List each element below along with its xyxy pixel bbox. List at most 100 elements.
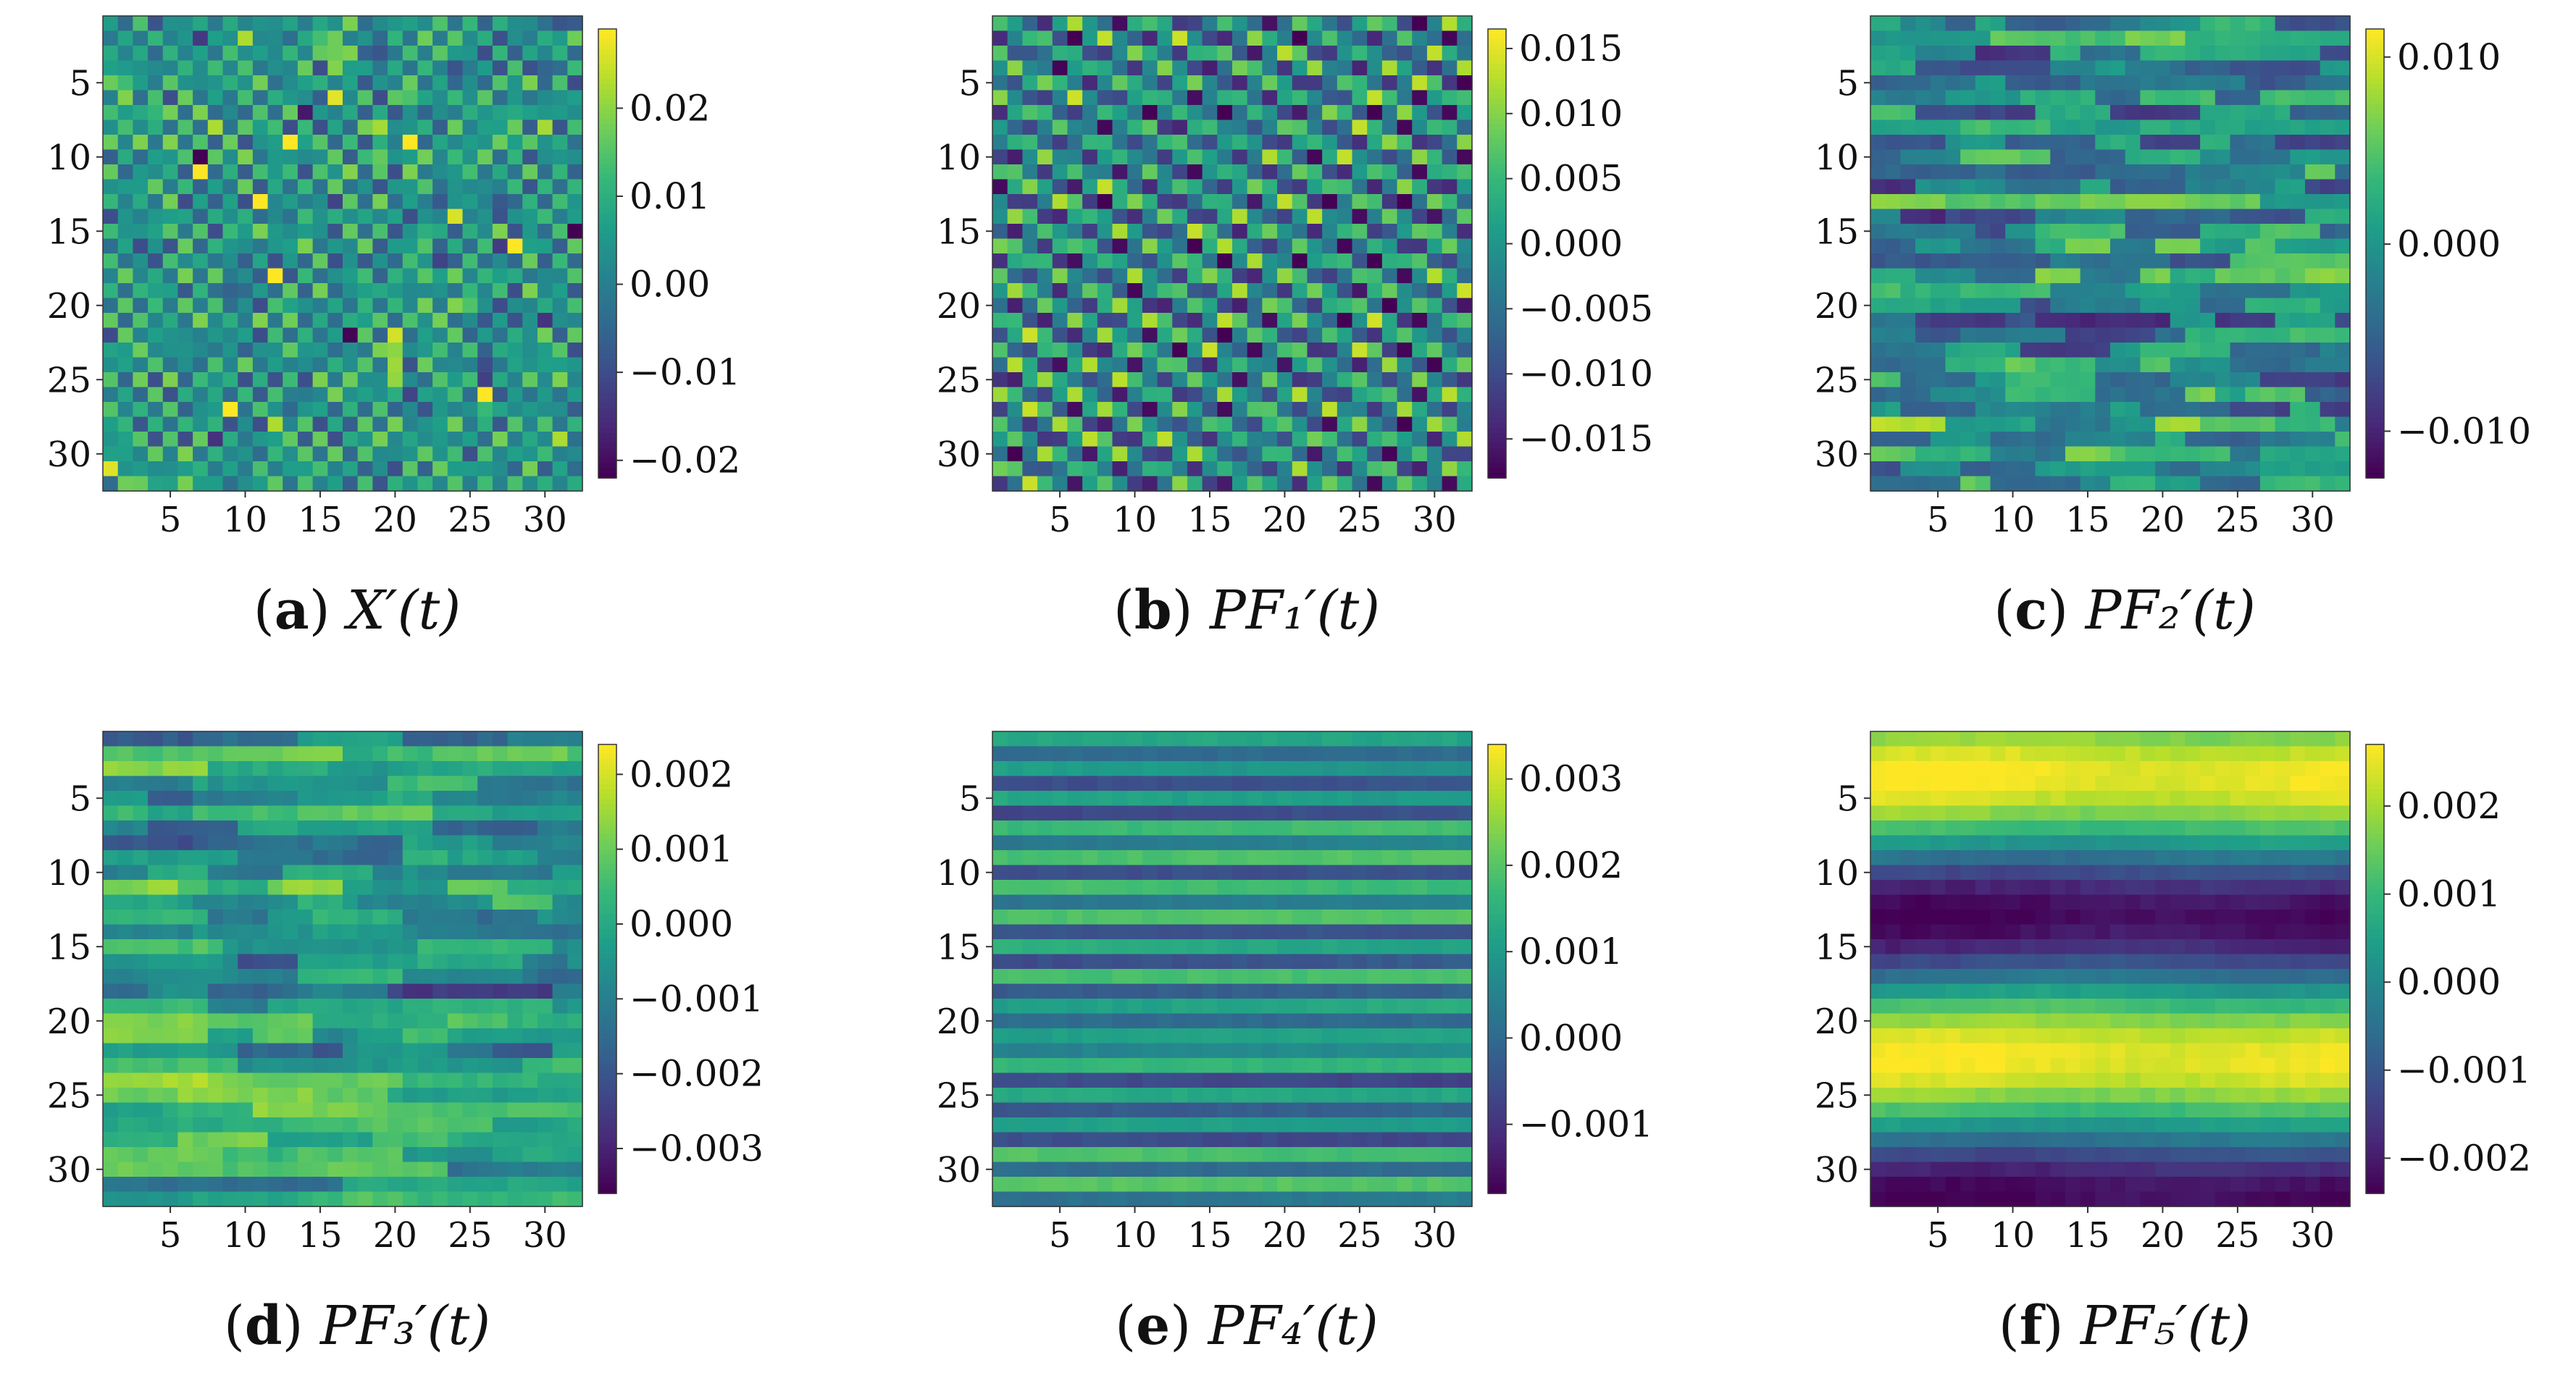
heatmap-cell [1262,850,1278,866]
heatmap-cell [1945,179,1961,195]
heatmap-cell [2095,209,2111,224]
heatmap-cell [2050,476,2066,492]
heatmap-cell [1322,387,1338,403]
heatmap-cell [283,1162,298,1177]
heatmap-cell [2080,416,2096,432]
heatmap-cell [297,1088,314,1104]
heatmap-cell [2290,105,2306,121]
heatmap-cell [238,1102,254,1118]
heatmap-cell [2065,16,2081,32]
heatmap-cell [357,90,374,106]
heatmap-cell [1277,461,1293,477]
heatmap-cell [207,865,224,881]
heatmap-cell [1352,880,1368,896]
heatmap-cell [193,209,209,224]
heatmap-cell [297,1117,314,1133]
heatmap-cell [133,372,149,388]
heatmap-cell [507,238,523,254]
heatmap-cell [1352,850,1368,866]
heatmap-cell [1975,253,1991,269]
heatmap-cell [2110,268,2126,284]
heatmap-cell [1112,238,1128,254]
heatmap-cell [162,820,179,836]
heatmap-cell [1157,776,1173,792]
heatmap-cell [507,16,523,32]
heatmap-cell [2215,402,2231,418]
heatmap-cell [117,432,134,448]
heatmap-cell [283,1028,298,1044]
heatmap-cell [2110,461,2126,477]
heatmap-cell [343,30,359,46]
heatmap-cell [252,461,269,477]
heatmap-cell [1247,865,1263,881]
heatmap-cell [2035,476,2051,492]
heatmap-cell [462,387,478,403]
heatmap-cell [492,135,509,151]
heatmap-cell [193,746,209,762]
heatmap-cell [1127,327,1143,343]
colorbar-segment [598,378,616,384]
heatmap-cell [238,135,254,151]
panel-d-colorbar-frame [598,744,617,1194]
heatmap-cell [252,1013,269,1029]
heatmap-cell [1277,46,1293,62]
heatmap-cell [133,969,149,985]
heatmap-cell [1352,149,1368,165]
heatmap-cell [1172,820,1188,836]
heatmap-cell [567,164,583,180]
heatmap-cell [2080,238,2096,254]
heatmap-cell [162,432,179,448]
heatmap-cell [2290,16,2306,32]
heatmap-cell [2125,119,2141,135]
heatmap-cell [537,298,553,314]
heatmap-cell [1412,90,1428,106]
heatmap-cell [417,954,433,970]
heatmap-cell [522,983,538,999]
heatmap-cell [1870,432,1886,448]
heatmap-cell [492,850,509,866]
heatmap-cell [1930,119,1946,135]
heatmap-cell [1945,253,1961,269]
heatmap-cell [2335,60,2351,76]
heatmap-cell [193,776,209,792]
heatmap-cell [357,476,374,492]
heatmap-cell [1262,461,1278,477]
heatmap-cell [2275,283,2291,299]
colorbar-segment [598,1078,616,1085]
heatmap-cell [1247,194,1263,210]
heatmap-cell [133,1147,149,1163]
heatmap-cell [1037,75,1053,91]
heatmap-cell [1187,805,1203,821]
heatmap-cell [1247,791,1263,807]
heatmap-cell [267,60,283,76]
heatmap-cell [133,880,149,896]
heatmap-cell [193,1191,209,1207]
heatmap-cell [193,924,209,940]
heatmap-cell [522,894,538,910]
colorbar-segment [598,258,616,264]
heatmap-cell [2230,119,2246,135]
heatmap-cell [2320,372,2336,388]
heatmap-cell [507,1132,523,1148]
heatmap-cell [417,238,433,254]
heatmap-cell [148,179,164,195]
heatmap-cell [477,1102,493,1118]
heatmap-cell [2140,416,2156,432]
heatmap-cell [1022,446,1038,462]
heatmap-cell [552,16,569,32]
heatmap-cell [2095,135,2111,151]
heatmap-cell [222,1117,238,1133]
heatmap-cell [1442,46,1458,62]
heatmap-cell [2065,476,2081,492]
heatmap-cell [343,1028,359,1044]
heatmap-cell [1381,850,1398,866]
heatmap-cell [1915,30,1931,46]
heatmap-cell [1900,476,1916,492]
heatmap-cell [1990,164,2006,180]
heatmap-cell [177,805,193,821]
heatmap-cell [417,939,433,955]
heatmap-cell [1172,253,1188,269]
heatmap-cell [1457,105,1473,121]
heatmap-cell [552,999,569,1015]
heatmap-cell [1397,209,1413,224]
